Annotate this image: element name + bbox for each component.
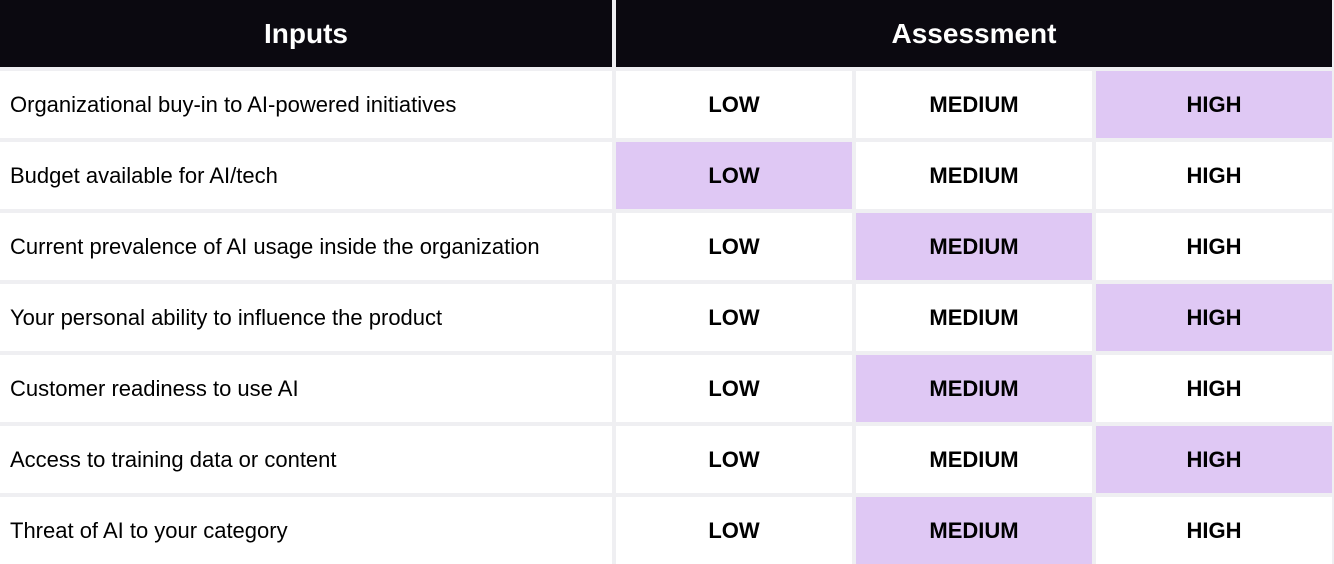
row-label: Current prevalence of AI usage inside th… xyxy=(0,213,612,280)
level-option-high[interactable]: HIGH xyxy=(1096,142,1332,209)
level-option-high[interactable]: HIGH xyxy=(1096,71,1332,138)
level-option-low[interactable]: LOW xyxy=(616,213,852,280)
level-option-medium[interactable]: MEDIUM xyxy=(856,284,1092,351)
level-option-medium[interactable]: MEDIUM xyxy=(856,426,1092,493)
level-option-high[interactable]: HIGH xyxy=(1096,497,1332,564)
level-option-medium[interactable]: MEDIUM xyxy=(856,213,1092,280)
level-option-medium[interactable]: MEDIUM xyxy=(856,142,1092,209)
level-option-medium[interactable]: MEDIUM xyxy=(856,497,1092,564)
level-option-low[interactable]: LOW xyxy=(616,426,852,493)
level-option-high[interactable]: HIGH xyxy=(1096,355,1332,422)
assessment-header: Assessment xyxy=(616,0,1332,67)
level-option-low[interactable]: LOW xyxy=(616,142,852,209)
inputs-header: Inputs xyxy=(0,0,612,67)
row-label: Budget available for AI/tech xyxy=(0,142,612,209)
level-option-low[interactable]: LOW xyxy=(616,284,852,351)
level-option-high[interactable]: HIGH xyxy=(1096,426,1332,493)
level-option-high[interactable]: HIGH xyxy=(1096,284,1332,351)
row-label: Threat of AI to your category xyxy=(0,497,612,564)
level-option-medium[interactable]: MEDIUM xyxy=(856,71,1092,138)
row-label: Access to training data or content xyxy=(0,426,612,493)
level-option-low[interactable]: LOW xyxy=(616,497,852,564)
row-label: Organizational buy-in to AI-powered init… xyxy=(0,71,612,138)
level-option-low[interactable]: LOW xyxy=(616,355,852,422)
level-option-high[interactable]: HIGH xyxy=(1096,213,1332,280)
row-label: Your personal ability to influence the p… xyxy=(0,284,612,351)
level-option-low[interactable]: LOW xyxy=(616,71,852,138)
level-option-medium[interactable]: MEDIUM xyxy=(856,355,1092,422)
row-label: Customer readiness to use AI xyxy=(0,355,612,422)
